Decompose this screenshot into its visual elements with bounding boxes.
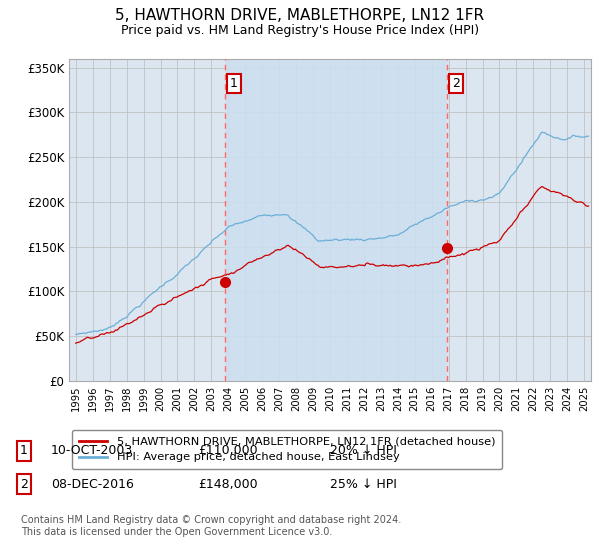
Legend: 5, HAWTHORN DRIVE, MABLETHORPE, LN12 1FR (detached house), HPI: Average price, d: 5, HAWTHORN DRIVE, MABLETHORPE, LN12 1FR… <box>72 430 502 469</box>
Text: 1: 1 <box>230 77 238 90</box>
Text: Price paid vs. HM Land Registry's House Price Index (HPI): Price paid vs. HM Land Registry's House … <box>121 24 479 36</box>
Text: 08-DEC-2016: 08-DEC-2016 <box>51 478 134 491</box>
Text: 2: 2 <box>452 77 460 90</box>
Text: 10-OCT-2003: 10-OCT-2003 <box>51 444 133 458</box>
Text: 5, HAWTHORN DRIVE, MABLETHORPE, LN12 1FR: 5, HAWTHORN DRIVE, MABLETHORPE, LN12 1FR <box>115 8 485 24</box>
Text: 20% ↓ HPI: 20% ↓ HPI <box>330 444 397 458</box>
Text: 2: 2 <box>20 478 28 491</box>
Text: 1: 1 <box>20 444 28 458</box>
Text: £110,000: £110,000 <box>198 444 257 458</box>
Bar <box>225 59 447 381</box>
Text: Contains HM Land Registry data © Crown copyright and database right 2024.: Contains HM Land Registry data © Crown c… <box>21 515 401 525</box>
Text: 25% ↓ HPI: 25% ↓ HPI <box>330 478 397 491</box>
Text: This data is licensed under the Open Government Licence v3.0.: This data is licensed under the Open Gov… <box>21 527 332 537</box>
Text: £148,000: £148,000 <box>198 478 257 491</box>
